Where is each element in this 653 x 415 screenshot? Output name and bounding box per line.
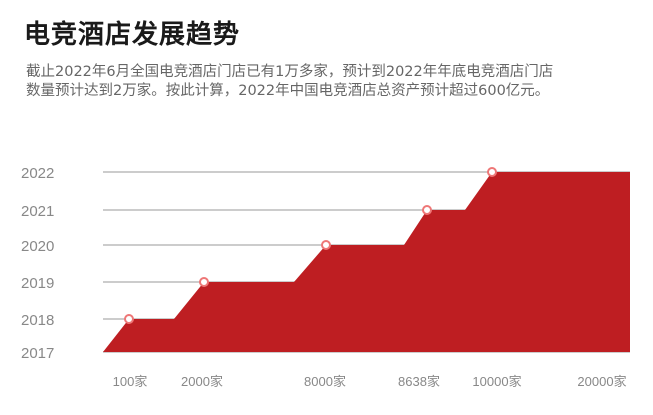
y-tick-2021: 2021	[21, 203, 54, 220]
y-tick-2019: 2019	[21, 275, 54, 292]
marker-2021	[422, 205, 432, 215]
area-fill	[103, 172, 630, 352]
x-tick-0: 100家	[113, 374, 148, 389]
description-line-2: 数量预计达到2万家。按此计算，2022年中国电竞酒店总资产预计超过600亿元。	[26, 83, 550, 99]
x-tick-2: 8000家	[304, 374, 346, 389]
page-title: 电竞酒店发展趋势	[24, 20, 241, 50]
x-tick-1: 2000家	[181, 374, 223, 389]
x-tick-3: 8638家	[398, 374, 440, 389]
markers	[124, 167, 497, 324]
marker-2018	[124, 314, 134, 324]
x-axis-labels: 100家 2000家 8000家 8638家 10000家 20000家	[113, 374, 627, 389]
x-tick-4: 10000家	[472, 374, 521, 389]
marker-2020	[321, 240, 331, 250]
marker-2022	[487, 167, 497, 177]
description: 截止2022年6月全国电竞酒店门店已有1万多家，预计到2022年年底电竞酒店门店…	[26, 63, 641, 101]
y-tick-2018: 2018	[21, 312, 54, 329]
marker-2019	[199, 277, 209, 287]
y-tick-2017: 2017	[21, 345, 54, 362]
x-tick-5: 20000家	[577, 374, 626, 389]
y-tick-2020: 2020	[21, 238, 54, 255]
description-line-1: 截止2022年6月全国电竞酒店门店已有1万多家，预计到2022年年底电竞酒店门店	[26, 64, 554, 80]
y-axis-labels: 2017 2018 2019 2020 2021 2022	[21, 165, 54, 362]
y-tick-2022: 2022	[21, 165, 54, 182]
